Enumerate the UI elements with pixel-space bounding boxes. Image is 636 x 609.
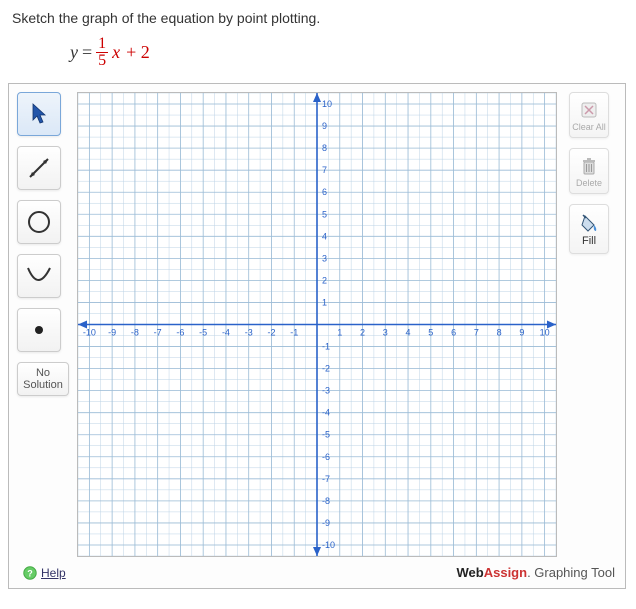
svg-text:?: ? xyxy=(27,568,33,578)
brand-part1: Web xyxy=(457,565,484,580)
help-label: Help xyxy=(41,566,66,580)
svg-text:7: 7 xyxy=(474,328,479,338)
clear-all-label: Clear All xyxy=(572,122,606,132)
svg-text:10: 10 xyxy=(322,99,332,109)
svg-text:8: 8 xyxy=(322,143,327,153)
fill-icon xyxy=(579,213,599,233)
cursor-icon xyxy=(29,102,49,126)
svg-text:-1: -1 xyxy=(322,342,330,352)
svg-text:5: 5 xyxy=(322,209,327,219)
tool-body: No Solution -10 -9 -8 -7 -6 -5 -4 -3 -2 -1 1 2 3 4 5 6 7… xyxy=(9,84,625,559)
svg-text:-4: -4 xyxy=(222,328,230,338)
svg-text:1: 1 xyxy=(322,297,327,307)
brand-tail: . Graphing Tool xyxy=(527,565,615,580)
no-solution-label-2: Solution xyxy=(23,379,63,391)
circle-icon xyxy=(25,208,53,236)
trash-icon xyxy=(580,156,598,176)
svg-text:-1: -1 xyxy=(290,328,298,338)
eq-equals: = xyxy=(82,42,92,63)
clear-all-button[interactable]: Clear All xyxy=(569,92,609,138)
point-icon xyxy=(29,320,49,340)
circle-tool-button[interactable] xyxy=(17,200,61,244)
svg-text:-8: -8 xyxy=(322,496,330,506)
brand-part2: Assign xyxy=(484,565,527,580)
delete-button[interactable]: Delete xyxy=(569,148,609,194)
svg-text:-3: -3 xyxy=(322,386,330,396)
svg-text:-10: -10 xyxy=(83,328,96,338)
svg-text:-7: -7 xyxy=(154,328,162,338)
left-toolbar: No Solution xyxy=(17,92,69,396)
svg-text:-10: -10 xyxy=(322,540,335,550)
delete-label: Delete xyxy=(576,178,602,188)
eq-lhs: y xyxy=(70,42,78,63)
svg-text:-9: -9 xyxy=(322,518,330,528)
eq-frac-den: 5 xyxy=(96,53,108,69)
clear-all-icon xyxy=(579,100,599,120)
line-tool-button[interactable] xyxy=(17,146,61,190)
svg-text:2: 2 xyxy=(322,275,327,285)
point-tool-button[interactable] xyxy=(17,308,61,352)
line-icon xyxy=(25,154,53,182)
svg-text:-2: -2 xyxy=(322,364,330,374)
eq-tail: + 2 xyxy=(124,42,150,63)
prompt-text: Sketch the graph of the equation by poin… xyxy=(0,0,636,32)
graphing-tool-frame: No Solution -10 -9 -8 -7 -6 -5 -4 -3 -2 -1 1 2 3 4 5 6 7… xyxy=(8,83,626,589)
svg-text:-5: -5 xyxy=(322,430,330,440)
svg-text:-6: -6 xyxy=(322,452,330,462)
brand-label: WebAssign. Graphing Tool xyxy=(457,565,616,580)
right-toolbar: Clear All Delete Fill xyxy=(565,92,613,254)
eq-fraction: 1 5 xyxy=(96,36,108,69)
graph-canvas[interactable]: -10 -9 -8 -7 -6 -5 -4 -3 -2 -1 1 2 3 4 5 6 7 8 9 10 -10 -9 -8 -… xyxy=(77,92,557,557)
svg-text:8: 8 xyxy=(497,328,502,338)
eq-frac-num: 1 xyxy=(96,36,108,52)
svg-text:-6: -6 xyxy=(176,328,184,338)
svg-text:5: 5 xyxy=(428,328,433,338)
svg-text:-4: -4 xyxy=(322,408,330,418)
fill-label: Fill xyxy=(582,235,596,247)
svg-text:2: 2 xyxy=(360,328,365,338)
svg-text:3: 3 xyxy=(322,253,327,263)
svg-text:-5: -5 xyxy=(199,328,207,338)
svg-text:-8: -8 xyxy=(131,328,139,338)
svg-text:6: 6 xyxy=(451,328,456,338)
svg-text:-3: -3 xyxy=(245,328,253,338)
cursor-tool-button[interactable] xyxy=(17,92,61,136)
tool-footer: ? Help WebAssign. Graphing Tool xyxy=(9,559,625,588)
curve-tool-button[interactable] xyxy=(17,254,61,298)
graph-svg: -10 -9 -8 -7 -6 -5 -4 -3 -2 -1 1 2 3 4 5 6 7 8 9 10 -10 -9 -8 -… xyxy=(78,93,556,556)
curve-icon xyxy=(24,262,54,290)
svg-text:3: 3 xyxy=(383,328,388,338)
eq-var: x xyxy=(112,42,120,63)
svg-text:1: 1 xyxy=(337,328,342,338)
svg-text:-9: -9 xyxy=(108,328,116,338)
svg-text:7: 7 xyxy=(322,165,327,175)
fill-button[interactable]: Fill xyxy=(569,204,609,254)
svg-text:9: 9 xyxy=(322,121,327,131)
svg-text:10: 10 xyxy=(540,328,550,338)
svg-text:-7: -7 xyxy=(322,474,330,484)
svg-text:9: 9 xyxy=(519,328,524,338)
help-link[interactable]: ? Help xyxy=(23,566,66,580)
svg-text:6: 6 xyxy=(322,187,327,197)
no-solution-button[interactable]: No Solution xyxy=(17,362,69,396)
equation: y = 1 5 x + 2 xyxy=(0,32,636,79)
no-solution-label-1: No xyxy=(36,367,50,379)
help-icon: ? xyxy=(23,566,37,580)
svg-text:4: 4 xyxy=(406,328,411,338)
svg-text:-2: -2 xyxy=(267,328,275,338)
svg-text:4: 4 xyxy=(322,231,327,241)
